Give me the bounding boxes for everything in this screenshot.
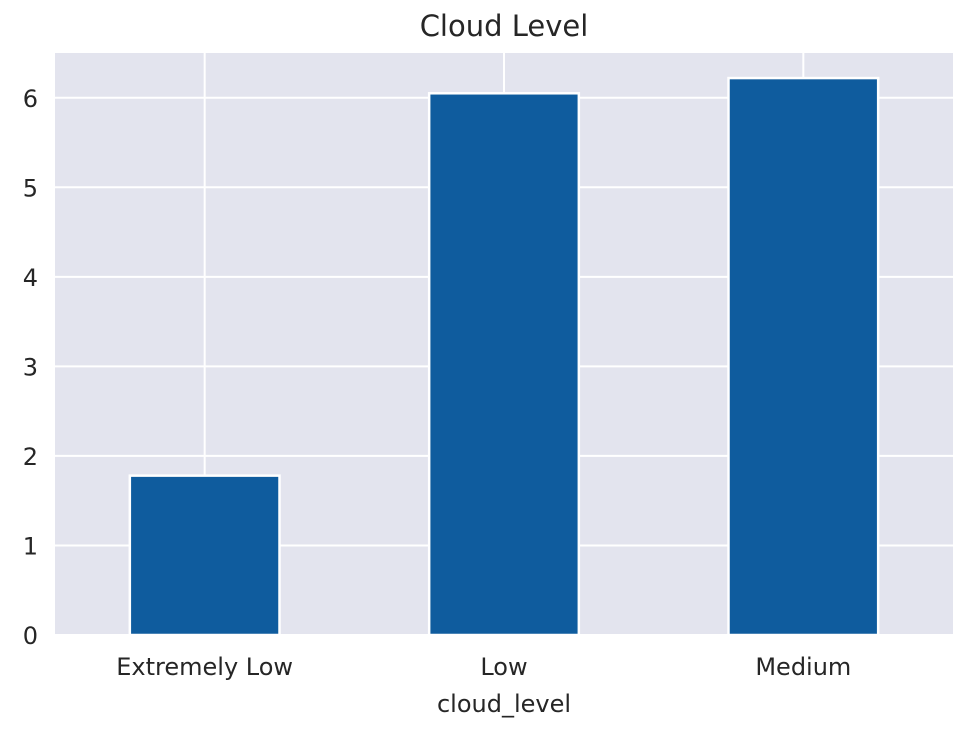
x-tick-label: Low bbox=[480, 653, 527, 681]
y-tick-label: 1 bbox=[23, 532, 38, 560]
bar-medium bbox=[727, 76, 880, 637]
bars bbox=[128, 76, 880, 637]
bar-extremely-low bbox=[128, 474, 281, 637]
bar-low bbox=[427, 92, 581, 637]
y-tick-label: 2 bbox=[23, 443, 38, 471]
y-axis-ticks: 0 1 2 3 4 5 6 bbox=[23, 85, 38, 650]
y-tick-label: 0 bbox=[23, 622, 38, 650]
x-tick-label: Medium bbox=[755, 653, 851, 681]
y-tick-label: 6 bbox=[23, 85, 38, 113]
y-tick-label: 4 bbox=[23, 264, 38, 292]
y-tick-label: 3 bbox=[23, 353, 38, 381]
chart-title: Cloud Level bbox=[420, 9, 589, 43]
y-tick-label: 5 bbox=[23, 174, 38, 202]
x-axis-label: cloud_level bbox=[437, 690, 571, 718]
x-tick-label: Extremely Low bbox=[116, 653, 293, 681]
x-axis-ticks: Extremely Low Low Medium bbox=[116, 653, 851, 681]
